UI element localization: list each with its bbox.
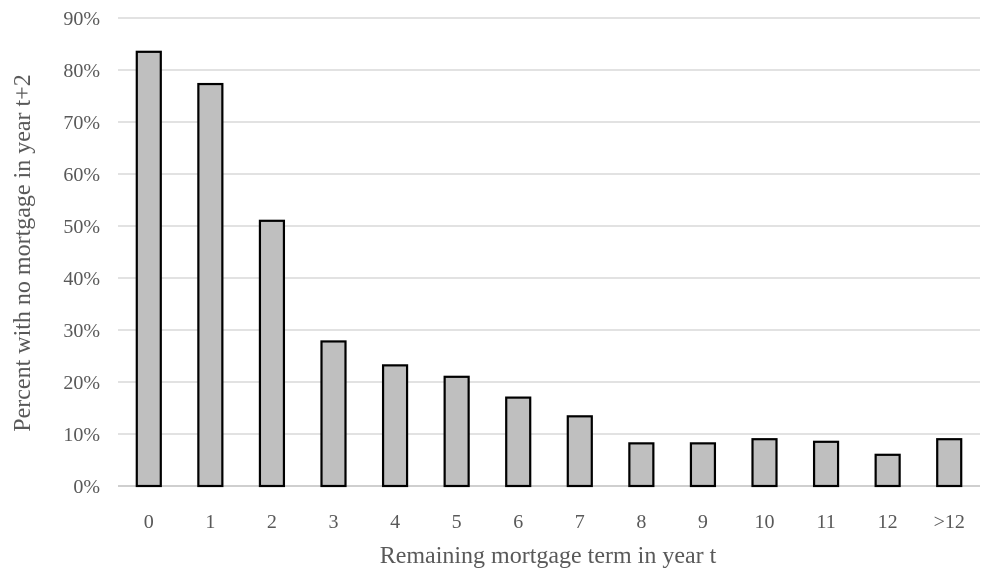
x-tick-label: 7 bbox=[575, 511, 585, 533]
x-tick-label: >12 bbox=[934, 511, 965, 533]
x-tick-label: 12 bbox=[878, 511, 898, 533]
bar-1 bbox=[197, 82, 224, 488]
y-tick-label: 10% bbox=[63, 424, 100, 446]
y-tick-label: 90% bbox=[63, 8, 100, 30]
bar-7 bbox=[566, 415, 593, 488]
bar-3 bbox=[320, 340, 347, 488]
x-tick-label: 3 bbox=[329, 511, 339, 533]
x-tick-label: 0 bbox=[144, 511, 154, 533]
bar-6 bbox=[505, 396, 532, 488]
x-tick-label: 1 bbox=[205, 511, 215, 533]
bar-10 bbox=[751, 438, 778, 488]
bars bbox=[135, 50, 963, 488]
bar-11 bbox=[812, 440, 840, 488]
y-axis-title: Percent with no mortgage in year t+2 bbox=[10, 74, 36, 431]
y-tick-label: 40% bbox=[63, 268, 100, 290]
x-axis-title: Remaining mortgage term in year t bbox=[380, 543, 717, 569]
bar-12 bbox=[874, 453, 901, 488]
bar-8 bbox=[628, 442, 655, 488]
bar-4 bbox=[381, 364, 409, 488]
y-axis-ticks: 0% 10% 20% 30% 40% 50% 60% 70% 80% 90% bbox=[63, 8, 100, 498]
bar-0 bbox=[135, 50, 162, 488]
x-axis-ticks: 0 1 2 3 4 5 6 7 8 9 10 11 12 >12 bbox=[144, 511, 965, 533]
y-tick-label: 30% bbox=[63, 320, 100, 342]
x-tick-label: 9 bbox=[698, 511, 708, 533]
x-tick-label: 2 bbox=[267, 511, 277, 533]
y-tick-label: 0% bbox=[73, 476, 100, 498]
x-tick-label: 6 bbox=[513, 511, 523, 533]
x-tick-label: 5 bbox=[452, 511, 462, 533]
gridlines bbox=[118, 17, 980, 487]
y-tick-label: 50% bbox=[63, 216, 100, 238]
y-tick-label: 20% bbox=[63, 372, 100, 394]
bar->12 bbox=[936, 438, 963, 488]
bar-9 bbox=[689, 442, 717, 488]
y-tick-label: 60% bbox=[63, 164, 100, 186]
x-tick-label: 10 bbox=[755, 511, 775, 533]
y-tick-label: 80% bbox=[63, 60, 100, 82]
x-tick-label: 8 bbox=[636, 511, 646, 533]
y-tick-label: 70% bbox=[63, 112, 100, 134]
bar-2 bbox=[258, 219, 286, 488]
bar-5 bbox=[443, 375, 470, 488]
x-tick-label: 11 bbox=[816, 511, 835, 533]
x-tick-label: 4 bbox=[390, 511, 400, 533]
